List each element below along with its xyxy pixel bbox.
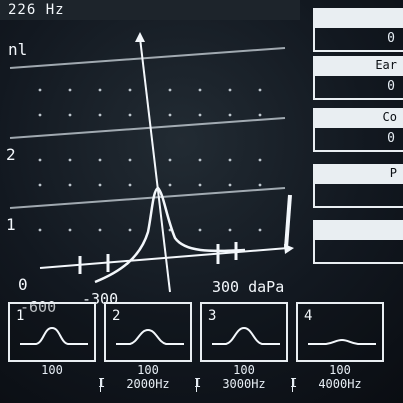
thumbnail-3-graph [212, 326, 280, 345]
x-axis [39, 247, 289, 269]
thumbnail-2-caption: 100 2000Hz [93, 364, 203, 390]
thumbnail-1-value: 100 [41, 363, 63, 377]
thumbnail-2-frequency: 2000Hz [126, 377, 170, 391]
results-field-5-label [313, 220, 403, 238]
thumbnail-4-graph [308, 338, 376, 345]
separator-text-1: I [98, 376, 106, 390]
tympanogram-graph: nl 2 1 0 -600 -300 300 daPa [0, 20, 300, 322]
tympanogram-svg: nl 2 1 0 -600 -300 300 daPa [6, 32, 294, 316]
thumbnail-1-index: 1 [16, 308, 25, 324]
results-field-5 [313, 220, 403, 264]
separator-1 [100, 378, 101, 392]
results-field-ear-label: Ear [313, 56, 403, 74]
x-tick-300-dapa: 300 daPa [212, 278, 284, 296]
y-axis-arrow-icon [135, 32, 145, 42]
top-strip: 226 Hz [0, 0, 300, 20]
grid-dots [38, 88, 262, 232]
results-field-compliance-label: Co [313, 108, 403, 126]
results-field-5-value [313, 238, 403, 264]
results-field-1-label [313, 8, 403, 26]
y-tick-1: 1 [6, 215, 16, 234]
thumbnail-4-index: 4 [304, 308, 313, 324]
results-field-compliance-value: 0 [313, 126, 403, 152]
results-field-ear: Ear 0 [313, 56, 403, 100]
thumbnail-2-graph [116, 328, 184, 345]
results-field-pressure: P [313, 164, 403, 208]
thumbnail-3-value: 100 [233, 363, 255, 377]
reflex-thumbnails: 1 2 3 4 100 100 [0, 292, 403, 403]
thumbnail-2-index: 2 [112, 308, 121, 324]
separator-text-3: I [290, 376, 298, 390]
results-field-ear-value: 0 [313, 74, 403, 100]
thumbnail-1-graph [20, 326, 88, 345]
thumbnail-3-index: 3 [208, 308, 217, 324]
guide-lines [9, 47, 286, 209]
tympanogram-curve [94, 186, 246, 284]
marker-line [284, 194, 292, 249]
thumbnail-3-frequency: 3000Hz [222, 377, 266, 391]
thumbnail-4-caption: 100 4000Hz [285, 364, 395, 390]
separator-2 [196, 378, 197, 392]
thumbnail-2-value: 100 [137, 363, 159, 377]
thumbnail-4-value: 100 [329, 363, 351, 377]
y-axis [139, 37, 171, 293]
results-field-compliance: Co 0 [313, 108, 403, 152]
thumbnail-3[interactable]: 3 [200, 302, 288, 362]
probe-frequency: 226 Hz [8, 2, 65, 18]
separator-text-2: I [194, 376, 202, 390]
results-field-1-value: 0 [313, 26, 403, 52]
y-axis-unit-label: nl [8, 40, 27, 59]
thumbnail-1[interactable]: 1 [8, 302, 96, 362]
y-tick-2: 2 [6, 145, 16, 164]
y-tick-0: 0 [18, 275, 28, 294]
results-field-1: 0 [313, 8, 403, 52]
thumbnail-1-caption: 100 [0, 364, 107, 378]
separator-3 [292, 378, 293, 392]
results-field-pressure-value [313, 182, 403, 208]
thumbnail-4-frequency: 4000Hz [318, 377, 362, 391]
thumbnail-3-caption: 100 3000Hz [189, 364, 299, 390]
results-panel: 0 Ear 0 Co 0 P [305, 0, 403, 300]
thumbnail-2[interactable]: 2 [104, 302, 192, 362]
results-field-pressure-label: P [313, 164, 403, 182]
thumbnail-4[interactable]: 4 [296, 302, 384, 362]
